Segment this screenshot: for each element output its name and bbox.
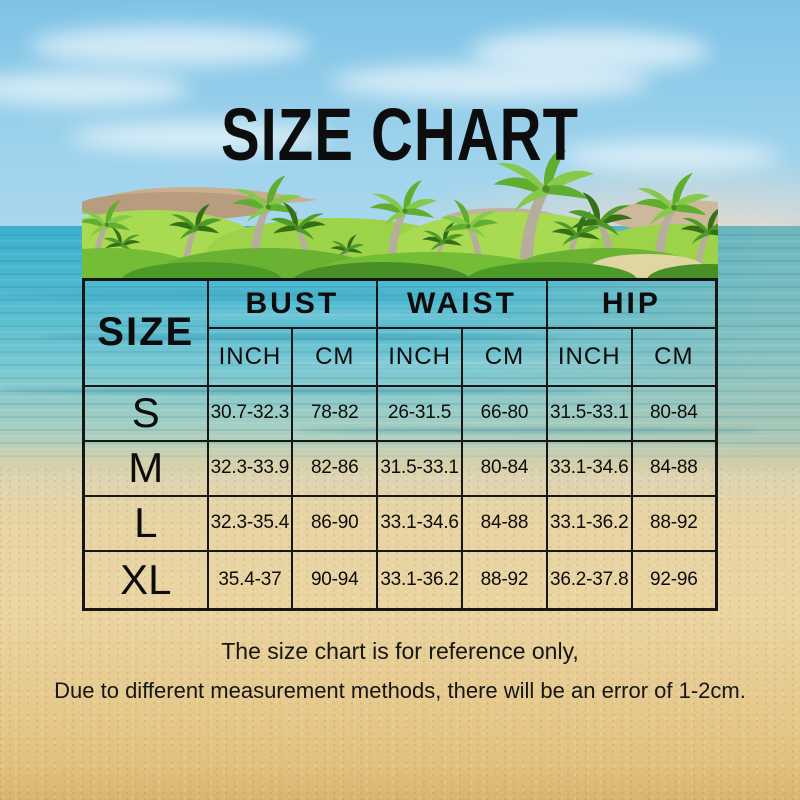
cell-value: 36.2-37.8 [545, 549, 633, 611]
cell-value: 32.3-35.4 [206, 494, 294, 552]
waist-cm-label: CM [460, 326, 548, 387]
cloud [30, 26, 310, 66]
size-label: M [82, 439, 209, 497]
footnote-line-2: Due to different measurement methods, th… [54, 678, 746, 703]
cell-value: 31.5-33.1 [376, 439, 463, 497]
size-label: XL [82, 549, 209, 611]
cell-value: 66-80 [460, 384, 548, 442]
table-header-row: SIZE BUST WAIST HIP [82, 278, 718, 387]
cell-value: 84-88 [630, 439, 718, 497]
cell-value: 33.1-34.6 [376, 494, 463, 552]
island-palm-trees-illustration [82, 150, 718, 278]
cell-value: 33.1-34.6 [545, 439, 633, 497]
waist-inch-label: INCH [376, 326, 463, 387]
cloud [560, 142, 780, 170]
hip-cm-label: CM [630, 326, 718, 387]
bust-inch-label: INCH [206, 326, 294, 387]
footnote-line-1: The size chart is for reference only, [221, 638, 579, 664]
cell-value: 30.7-32.3 [206, 384, 294, 442]
size-table: SIZE BUST WAIST HIP INCH CM INCH CM INCH… [82, 278, 718, 611]
table-row-xl: XL 35.4-37 90-94 33.1-36.2 88-92 36.2-37… [82, 549, 718, 611]
cell-value: 78-82 [291, 384, 379, 442]
table-row-s: S 30.7-32.3 78-82 26-31.5 66-80 31.5-33.… [82, 384, 718, 442]
cell-value: 31.5-33.1 [545, 384, 633, 442]
table-units-row: INCH CM INCH CM INCH CM [84, 326, 718, 387]
cloud [0, 72, 190, 106]
cell-value: 33.1-36.2 [545, 494, 633, 552]
cell-value: 35.4-37 [206, 549, 294, 611]
cell-value: 92-96 [630, 549, 718, 611]
header-size: SIZE [82, 278, 209, 387]
cell-value: 33.1-36.2 [376, 549, 463, 611]
cell-value: 26-31.5 [376, 384, 463, 442]
cell-value: 82-86 [291, 439, 379, 497]
cell-value: 32.3-33.9 [206, 439, 294, 497]
header-waist: WAIST [376, 278, 548, 329]
size-label: S [82, 384, 209, 442]
size-label: L [82, 494, 209, 552]
page-title: SIZE CHART [221, 93, 579, 177]
cloud [470, 30, 710, 72]
bust-cm-label: CM [291, 326, 379, 387]
cell-value: 88-92 [460, 549, 548, 611]
cell-value: 88-92 [630, 494, 718, 552]
cell-value: 80-84 [630, 384, 718, 442]
cloud [70, 122, 330, 152]
table-row-l: L 32.3-35.4 86-90 33.1-34.6 84-88 33.1-3… [82, 494, 718, 552]
cell-value: 86-90 [291, 494, 379, 552]
cell-value: 80-84 [460, 439, 548, 497]
hip-inch-label: INCH [545, 326, 633, 387]
header-bust: BUST [206, 278, 379, 329]
table-row-m: M 32.3-33.9 82-86 31.5-33.1 80-84 33.1-3… [82, 439, 718, 497]
cell-value: 84-88 [460, 494, 548, 552]
cell-value: 90-94 [291, 549, 379, 611]
header-hip: HIP [545, 278, 718, 329]
